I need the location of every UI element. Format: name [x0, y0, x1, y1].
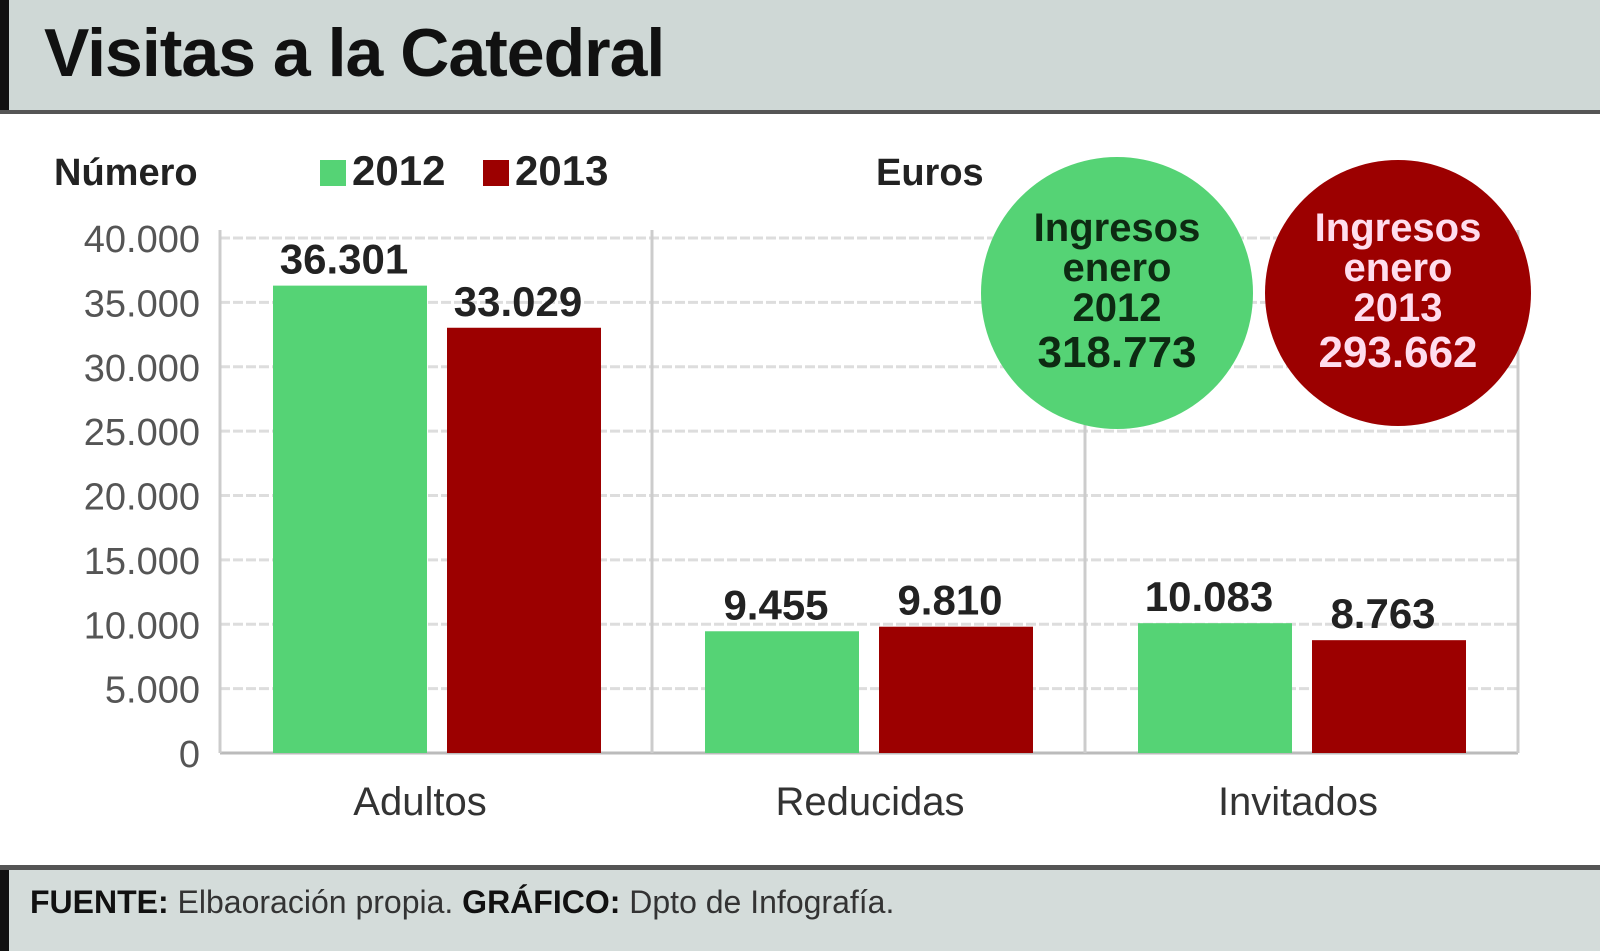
y-tick-label: 10.000 [84, 605, 200, 647]
footer: FUENTE: Elbaoración propia. GRÁFICO: Dpt… [0, 865, 1600, 951]
y-tick-label: 30.000 [84, 348, 200, 390]
accent-bar [0, 870, 9, 951]
legend-label-2013: 2013 [515, 147, 608, 194]
bar-adultos-2013 [447, 327, 601, 753]
data-label: 8.763 [1330, 590, 1435, 637]
data-label: 10.083 [1145, 573, 1273, 620]
title-bar: Visitas a la Catedral [0, 0, 1600, 114]
data-label: 9.455 [723, 581, 828, 628]
legend-swatch-2013 [483, 160, 509, 186]
data-label: 33.029 [454, 278, 582, 325]
y-axis-label: Número [54, 152, 198, 194]
y-tick-label: 5.000 [105, 670, 200, 712]
graphic-label: GRÁFICO: [462, 884, 621, 920]
source-label: FUENTE: [30, 884, 169, 920]
bar-reducidas-2012 [705, 631, 859, 753]
bar-reducidas-2013 [879, 626, 1033, 753]
chart-title: Visitas a la Catedral [44, 15, 665, 91]
revenue-text: Ingresos [1034, 206, 1201, 250]
revenue-text: Ingresos [1315, 206, 1482, 250]
revenue-text: 2013 [1354, 286, 1443, 330]
revenue-text: 2012 [1073, 286, 1162, 330]
y-tick-label: 0 [179, 734, 200, 776]
data-label: 9.810 [897, 577, 1002, 624]
bar-adultos-2012 [273, 285, 427, 753]
y-tick-label: 25.000 [84, 412, 200, 454]
x-tick-label: Adultos [353, 780, 486, 824]
accent-bar [0, 0, 9, 110]
data-label: 36.301 [280, 236, 408, 283]
source-text: Elbaoración propia. [177, 884, 454, 920]
x-tick-label: Invitados [1218, 780, 1378, 824]
graphic-text: Dpto de Infografía. [629, 884, 895, 920]
legend-label-2012: 2012 [352, 147, 445, 194]
y-tick-label: 20.000 [84, 477, 200, 519]
x-tick-label: Reducidas [775, 780, 964, 824]
bar-invitados-2012 [1138, 623, 1292, 753]
credits: FUENTE: Elbaoración propia. GRÁFICO: Dpt… [30, 884, 894, 921]
y-tick-label: 35.000 [84, 283, 200, 325]
bar-invitados-2013 [1312, 640, 1466, 753]
y-tick-label: 40.000 [84, 219, 200, 261]
revenue-circle-2013 [1265, 160, 1531, 426]
legend-swatch-2012 [320, 160, 346, 186]
revenue-text: enero [1344, 246, 1453, 290]
revenue-text: 293.662 [1318, 328, 1477, 377]
y-tick-label: 15.000 [84, 541, 200, 583]
euros-label: Euros [876, 152, 984, 194]
revenue-text: enero [1063, 246, 1172, 290]
revenue-text: 318.773 [1037, 328, 1196, 377]
revenue-circle-2012 [981, 157, 1253, 429]
